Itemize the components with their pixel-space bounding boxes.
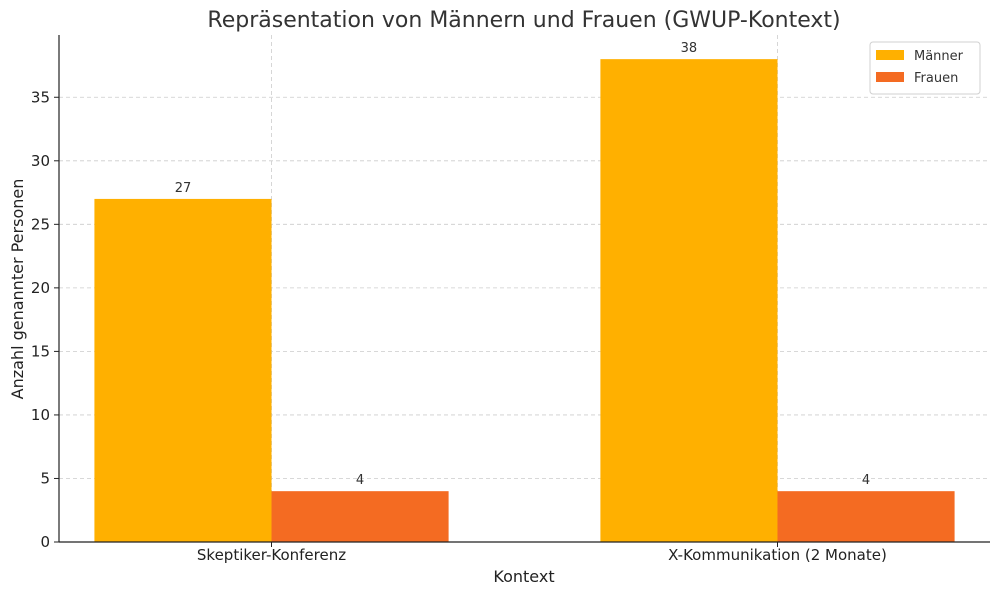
- chart-title: Repräsentation von Männern und Frauen (G…: [207, 8, 840, 33]
- legend-swatch: [876, 72, 904, 82]
- y-tick-label: 30: [31, 152, 50, 170]
- bar: [777, 491, 955, 542]
- y-axis-label: Anzahl genannter Personen: [8, 179, 27, 400]
- y-tick-label: 10: [31, 406, 50, 424]
- x-tick-label: X-Kommunikation (2 Monate): [668, 546, 887, 564]
- bars: [94, 59, 955, 543]
- x-tick-label: Skeptiker-Konferenz: [197, 546, 346, 564]
- bar: [94, 198, 272, 542]
- axes: 0 5 10 15 20 25 30 35 Skeptiker-Konferenz X-Kommu…: [31, 35, 990, 564]
- data-labels: 27 38 4 4: [175, 41, 870, 488]
- y-tick-label: 5: [40, 469, 50, 487]
- legend: Männer Frauen: [869, 41, 981, 95]
- legend-entry: Männer: [914, 49, 964, 64]
- y-tick-label: 20: [31, 279, 50, 297]
- bar: [600, 59, 778, 543]
- bar-value-label: 4: [862, 473, 870, 488]
- bar: [271, 491, 449, 542]
- y-tick-label: 25: [31, 215, 50, 233]
- legend-swatch: [876, 50, 904, 60]
- y-tick-label: 15: [31, 342, 50, 360]
- x-axis-label: Kontext: [493, 567, 554, 586]
- y-tick-label: 0: [40, 533, 50, 551]
- bar-value-label: 4: [356, 473, 364, 488]
- legend-entry: Frauen: [914, 71, 958, 86]
- y-tick-label: 35: [31, 88, 50, 106]
- bar-value-label: 38: [681, 41, 698, 56]
- bar-value-label: 27: [175, 181, 192, 196]
